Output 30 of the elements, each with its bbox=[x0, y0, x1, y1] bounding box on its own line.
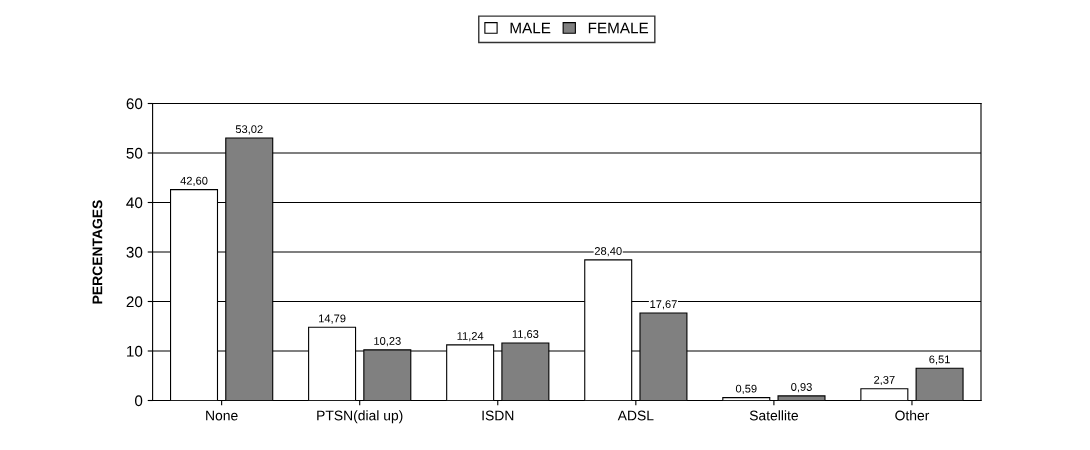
y-tick-label: 60 bbox=[126, 98, 143, 110]
data-label: 53,02 bbox=[235, 125, 263, 135]
data-label: 11,63 bbox=[512, 330, 539, 340]
data-label: 42,60 bbox=[180, 176, 208, 186]
x-tick-label: Satellite bbox=[749, 410, 798, 421]
y-tick-label: 40 bbox=[126, 197, 143, 209]
x-tick-label: PTSN(dial up) bbox=[317, 410, 403, 424]
data-label: 11,24 bbox=[457, 332, 484, 342]
data-label: 14,79 bbox=[319, 314, 346, 324]
y-tick-label: 20 bbox=[126, 296, 143, 308]
data-label: 2,37 bbox=[874, 375, 895, 386]
legend-label: MALE bbox=[510, 22, 551, 34]
bar bbox=[915, 367, 964, 401]
x-tick-label: ISDN bbox=[482, 410, 514, 421]
y-tick-label: 30 bbox=[126, 246, 143, 258]
x-tick-label: Other bbox=[895, 410, 930, 421]
bar bbox=[777, 395, 826, 401]
data-label: 0,93 bbox=[791, 383, 812, 393]
x-tick-label: None bbox=[206, 410, 238, 421]
data-label: 6,51 bbox=[929, 355, 950, 365]
y-axis-title: PERCENTAGES bbox=[92, 200, 103, 304]
data-label: 10,23 bbox=[374, 337, 401, 347]
data-label: 28,40 bbox=[594, 247, 622, 257]
y-tick-label: 10 bbox=[127, 345, 143, 357]
data-label: 0,59 bbox=[735, 384, 757, 394]
y-tick-label: 0 bbox=[134, 395, 143, 407]
x-tick-label: ADSL bbox=[617, 410, 654, 421]
data-label: 17,67 bbox=[650, 300, 677, 310]
legend-label: FEMALE bbox=[588, 22, 649, 34]
y-tick-label: 50 bbox=[126, 147, 143, 159]
